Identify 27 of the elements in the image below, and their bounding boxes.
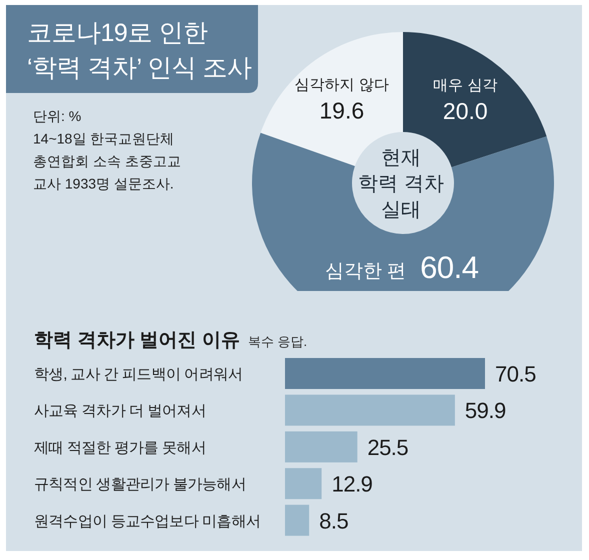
slice-label: 심각하지 않다 <box>294 76 389 94</box>
bar <box>285 431 358 462</box>
slice-label: 심각한 편 <box>324 261 406 282</box>
text: 14~18일 한국교원단체 총연합회 소속 초중고교 교사 1933명 설문조사. <box>33 130 181 192</box>
data-label: 12.9 <box>332 472 373 497</box>
data-label: 60.4 <box>420 250 479 285</box>
y-tick-label: 사교육 격차가 더 벌어져서 <box>34 402 206 420</box>
chart-title: 학력 격차가 벌어진 이유 <box>34 330 240 351</box>
text: 단위: % <box>33 108 82 124</box>
text: 현재 학력 격차 실태 <box>358 147 444 221</box>
slice-label: 매우 심각 <box>433 77 498 94</box>
data-label: 25.5 <box>367 434 408 460</box>
data-label: 59.9 <box>464 398 506 424</box>
y-tick-label: 제때 적절한 평가를 못해서 <box>34 439 206 456</box>
chart-subtitle: 복수 응답. <box>248 334 308 349</box>
bar <box>285 358 485 389</box>
data-label: 8.5 <box>319 508 348 534</box>
data-label: 20.0 <box>442 98 488 124</box>
y-tick-label: 원격수업이 등교수업보다 미흡해서 <box>34 512 261 530</box>
y-tick-label: 학생, 교사 간 피드백이 어려워서 <box>34 366 243 383</box>
bar <box>285 504 310 536</box>
data-label: 70.5 <box>495 362 536 386</box>
y-tick-label: 규칙적인 생활관리가 불가능해서 <box>34 476 246 494</box>
data-label: 19.6 <box>319 97 364 124</box>
bar <box>285 468 322 500</box>
bar <box>285 394 455 426</box>
chart-title: 코로나19로 인한 ‘학력 격차’ 인식 조사 <box>27 19 252 82</box>
